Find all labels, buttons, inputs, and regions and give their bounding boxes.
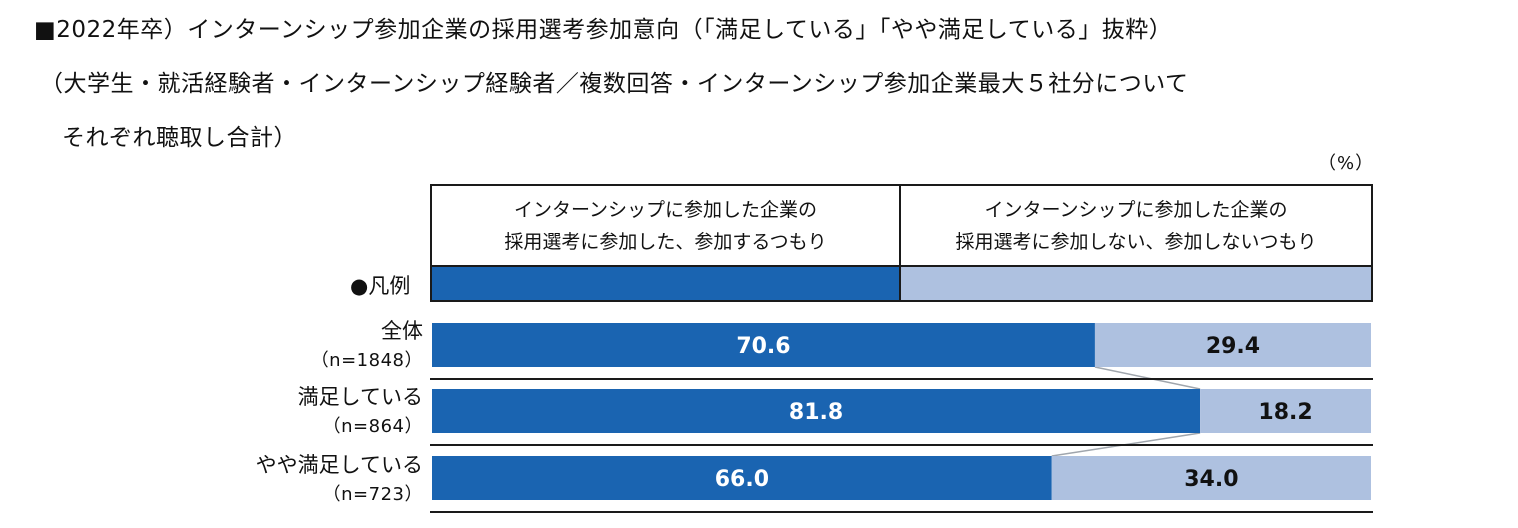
bar-not-participate-1 bbox=[1200, 389, 1371, 433]
bar-participate-1 bbox=[432, 389, 1201, 433]
row-label-satisfied: 満足している （n=864） bbox=[298, 382, 423, 442]
legend-item-1-line1: インターンシップに参加した企業の bbox=[513, 199, 818, 221]
row-sample-size: （n=1848） bbox=[310, 350, 423, 371]
data-label-2-0: 66.0 bbox=[715, 467, 769, 492]
legend-item-1-text: インターンシップに参加した企業の 採用選考に参加した、参加するつもり bbox=[432, 194, 899, 258]
legend-item-2-text: インターンシップに参加した企業の 採用選考に参加しない、参加しないつもり bbox=[901, 194, 1371, 258]
legend-item-2-line1: インターンシップに参加した企業の bbox=[984, 199, 1288, 221]
row-label-somewhat-satisfied: やや満足している （n=723） bbox=[256, 450, 423, 510]
bar-not-participate-0 bbox=[1094, 323, 1371, 367]
data-label-1-1: 18.2 bbox=[1258, 400, 1312, 425]
row-label-text: やや満足している bbox=[255, 453, 423, 477]
data-label-1-0: 81.8 bbox=[789, 400, 843, 425]
legend-row-divider bbox=[430, 265, 1373, 267]
row-label-text: 全体 bbox=[381, 319, 423, 343]
row-sample-size: （n=864） bbox=[322, 416, 423, 437]
legend-swatch-1 bbox=[432, 267, 899, 300]
row-label-total: 全体 （n=1848） bbox=[311, 316, 423, 376]
data-label-0-1: 29.4 bbox=[1206, 334, 1260, 359]
legend-item-2-line2: 採用選考に参加しない、参加しないつもり bbox=[955, 231, 1317, 253]
legend-label: ●凡例 bbox=[350, 274, 411, 298]
row-sample-size: （n=723） bbox=[322, 484, 423, 505]
legend-swatch-2 bbox=[901, 267, 1371, 300]
legend-item-1-line2: 採用選考に参加した、参加するつもり bbox=[504, 231, 827, 253]
data-labels: 70.6 29.4 81.8 18.2 66.0 34.0 bbox=[715, 334, 1313, 492]
bar-not-participate-2 bbox=[1051, 456, 1371, 500]
chart-title-line2: （大学生・就活経験者・インターンシップ経験者／複数回答・インターンシップ参加企業… bbox=[40, 71, 1189, 97]
unit-label: （%） bbox=[1318, 153, 1375, 174]
row-label-text: 満足している bbox=[297, 385, 423, 409]
bar-participate-2 bbox=[432, 456, 1052, 500]
chart-title-line3: それぞれ聴取し合計） bbox=[62, 125, 297, 151]
data-label-2-1: 34.0 bbox=[1184, 467, 1238, 492]
bars bbox=[430, 323, 1373, 513]
legend-divider bbox=[899, 184, 901, 302]
chart-title-line1: ■2022年卒）インターンシップ参加企業の採用選考参加意向（「満足している」「や… bbox=[34, 17, 1173, 43]
data-label-0-0: 70.6 bbox=[736, 334, 790, 359]
bar-participate-0 bbox=[432, 323, 1095, 367]
